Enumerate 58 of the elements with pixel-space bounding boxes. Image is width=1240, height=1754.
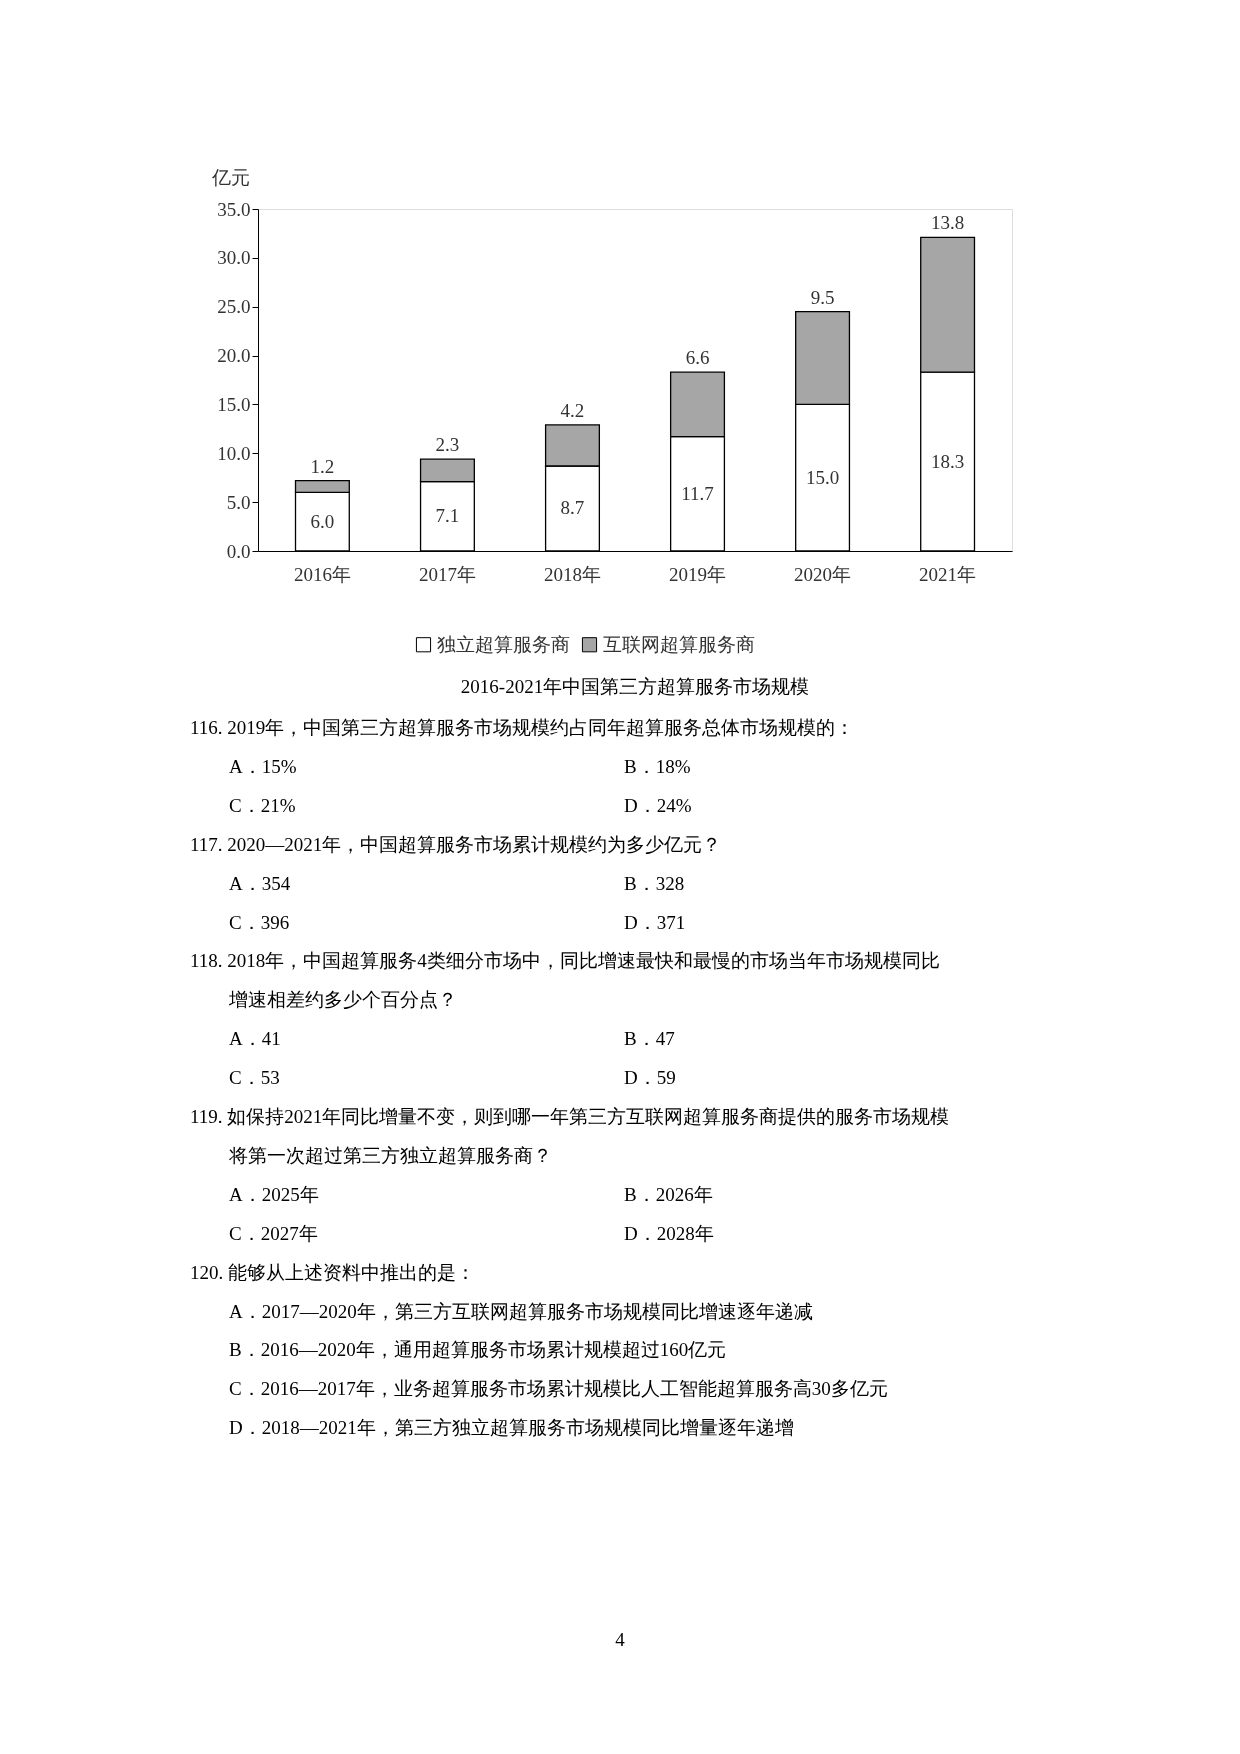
y-tick-label: 20.0 [217, 345, 251, 367]
text: B．47 [624, 1028, 675, 1050]
y-tick-label: 5.0 [226, 491, 251, 513]
data-label: 9.5 [810, 286, 835, 308]
x-tick-label: 2016年 [293, 563, 351, 585]
text: A．2017—2020年，第三方互联网超算服务市场规模同比增速逐年递减 [229, 1300, 813, 1322]
data-label: 15.0 [805, 466, 840, 488]
data-label: 2.3 [435, 434, 460, 456]
text: 117. 2020—2021年，中国超算服务市场累计规模约为多少亿元？ [190, 833, 722, 855]
text: D．2028年 [624, 1222, 714, 1244]
text: D．371 [624, 911, 686, 933]
text: A．2025年 [229, 1183, 319, 1205]
data-label: 6.0 [310, 510, 335, 532]
data-label: 1.2 [310, 455, 335, 477]
text: 将第一次超过第三方独立超算服务商？ [228, 1144, 552, 1166]
text: A．15% [229, 755, 297, 777]
y-tick-label: 0.0 [226, 540, 251, 562]
text: A．354 [229, 872, 291, 894]
data-label: 7.1 [435, 505, 460, 527]
text: C．53 [229, 1067, 280, 1089]
text: C．396 [229, 911, 290, 933]
text: 120. 能够从上述资料中推出的是： [190, 1261, 475, 1283]
text: D．24% [624, 794, 692, 816]
data-label: 13.8 [930, 212, 965, 234]
y-axis-title: 亿元 [210, 166, 250, 188]
text: C．2016—2017年，业务超算服务市场累计规模比人工智能超算服务高30多亿元 [229, 1378, 888, 1400]
text: B．328 [624, 872, 685, 894]
text: 4 [615, 1629, 626, 1650]
data-label: 4.2 [560, 399, 585, 421]
data-label: 18.3 [930, 450, 965, 472]
x-tick-label: 2021年 [919, 563, 977, 585]
text: D．59 [624, 1067, 676, 1089]
x-tick-label: 2018年 [543, 563, 601, 585]
x-tick-label: 2017年 [418, 563, 476, 585]
text: C．2027年 [229, 1222, 318, 1244]
y-tick-label: 25.0 [217, 296, 251, 318]
legend-label: 互联网超算服务商 [603, 633, 755, 655]
text: 2016-2021年中国第三方超算服务市场规模 [460, 676, 810, 697]
x-tick-label: 2020年 [794, 563, 852, 585]
x-tick-label: 2019年 [669, 563, 727, 585]
text: 118. 2018年，中国超算服务4类细分市场中，同比增速最快和最慢的市场当年市场规模同比 [190, 950, 940, 972]
y-tick-label: 10.0 [217, 442, 251, 464]
legend-label: 独立超算服务商 [437, 633, 570, 655]
data-label: 8.7 [560, 497, 585, 519]
text: 119. 如保持2021年同比增量不变，则到哪一年第三方互联网超算服务商提供的服务市场规模 [190, 1106, 950, 1127]
text: 增速相差约多少个百分点？ [228, 989, 457, 1011]
y-tick-label: 35.0 [217, 198, 251, 220]
y-tick-label: 15.0 [217, 393, 251, 415]
text: B．2026年 [624, 1183, 713, 1205]
text: B．2016—2020年，通用超算服务市场累计规模超过160亿元 [229, 1339, 727, 1361]
data-label: 11.7 [681, 482, 714, 504]
text: A．41 [229, 1028, 281, 1050]
y-tick-label: 30.0 [217, 247, 251, 269]
text: D．2018—2021年，第三方独立超算服务市场规模同比增量逐年递增 [229, 1417, 794, 1439]
text: 116. 2019年，中国第三方超算服务市场规模约占同年超算服务总体市场规模的： [190, 717, 855, 738]
text: C．21% [229, 794, 296, 816]
data-label: 6.6 [685, 347, 710, 369]
text: B．18% [624, 755, 691, 777]
